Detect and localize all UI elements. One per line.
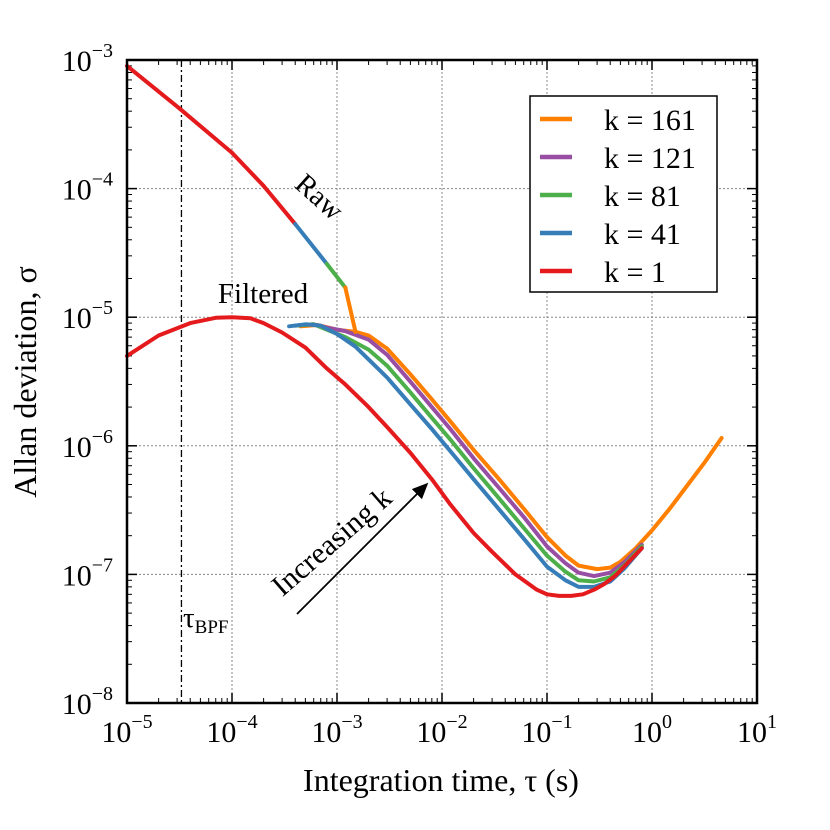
plot-frame (125, 58, 759, 705)
series-line-k-121 (293, 322, 644, 579)
y-tick-label: 10−4 (62, 169, 113, 207)
y-tick-label: 10−8 (62, 683, 113, 721)
series-line-k-81 (293, 322, 644, 584)
x-tick-label: 10−2 (416, 711, 467, 749)
x-tick-label: 10−1 (521, 711, 572, 749)
x-tick-label: 101 (737, 711, 777, 749)
y-tick-label: 10−5 (62, 297, 113, 335)
tau-bpf-label: τBPF (183, 602, 228, 638)
raw-curve-segment (324, 261, 348, 290)
y-tick-label: 10−7 (62, 554, 113, 592)
raw-curve-segment (177, 106, 234, 155)
legend-label: k = 41 (604, 218, 681, 251)
y-axis-label: Allan deviation, σ (7, 266, 43, 497)
series-line-k-161 (298, 323, 724, 572)
raw-curve-segment (293, 222, 329, 266)
x-tick-label: 10−3 (311, 711, 362, 749)
raw-curve-segment (343, 285, 358, 334)
x-tick-label: 10−5 (101, 711, 152, 749)
series-layer (125, 63, 724, 598)
raw-annotation: Raw (289, 168, 350, 227)
x-tick-label: 100 (632, 711, 672, 749)
y-tick-label: 10−3 (62, 40, 113, 78)
legend-label: k = 81 (604, 180, 681, 213)
series-line-k-41 (287, 322, 644, 589)
increasing-k-arrow (296, 482, 429, 615)
y-tick-label: 10−6 (62, 426, 113, 464)
legend-label: k = 161 (604, 104, 696, 137)
legend: k = 161 k = 121 k = 81 k = 41 k = 1 (529, 95, 718, 293)
tick-labels: 10−5 10−4 10−3 10−2 10−1 100 101 10−8 10−7 10−6 10… (62, 40, 777, 749)
legend-label: k = 121 (604, 142, 696, 175)
filtered-annotation: Filtered (218, 278, 309, 310)
raw-curve-segment (261, 183, 298, 227)
x-tick-label: 10−4 (206, 711, 257, 749)
raw-curve-segment (230, 150, 266, 188)
increasing-k-annotation: Increasing k (265, 481, 398, 603)
legend-label: k = 1 (604, 256, 666, 289)
raw-curve-segment (125, 63, 182, 111)
series-line-k-1 (125, 315, 644, 598)
x-axis-label: Integration time, τ (s) (303, 762, 579, 798)
